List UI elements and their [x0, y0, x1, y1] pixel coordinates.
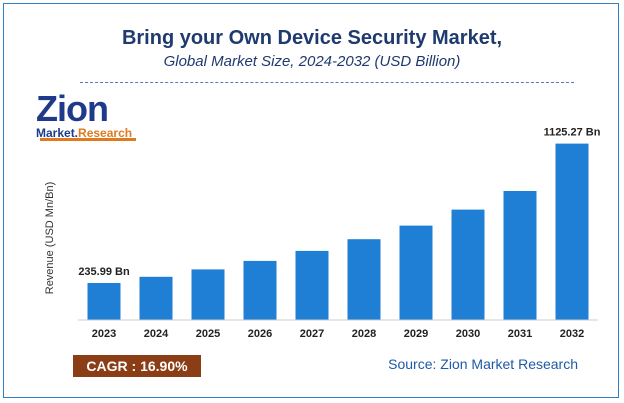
logo-subtitle: Market.Research [36, 126, 132, 140]
x-tick-label: 2029 [404, 328, 428, 340]
source-text: Source: Zion Market Research [388, 356, 578, 372]
title-divider [80, 82, 574, 83]
chart-subtitle: Global Market Size, 2024-2032 (USD Billi… [163, 53, 461, 70]
bar-2031 [503, 191, 537, 320]
bar-2025 [191, 269, 225, 320]
bars-group [87, 143, 589, 320]
data-label: 1125.27 Bn [544, 127, 601, 139]
logo-word: Zion [36, 88, 109, 129]
logo-swoosh [40, 138, 136, 141]
chart-frame [3, 3, 619, 398]
x-tick-label: 2025 [196, 328, 220, 340]
bar-2028 [347, 239, 381, 320]
data-labels: 235.99 Bn 1125.27 Bn [78, 127, 600, 278]
x-tick-label: 2026 [248, 328, 272, 340]
bar-2027 [295, 250, 329, 320]
zion-logo: Zion Market.Research [36, 88, 142, 146]
data-label: 235.99 Bn [78, 266, 130, 278]
bar-2023 [87, 283, 121, 320]
x-tick-label: 2032 [560, 328, 584, 340]
bar-2026 [243, 260, 277, 320]
x-tick-label: 2030 [456, 328, 480, 340]
x-tick-label: 2031 [508, 328, 532, 340]
x-tick-label: 2023 [92, 328, 116, 340]
bar-2029 [399, 225, 433, 320]
bar-2032 [555, 143, 589, 320]
bar-2024 [139, 276, 173, 320]
x-tick-label: 2027 [300, 328, 324, 340]
x-tick-labels: 2023 2024 2025 2026 2027 2028 2029 2030 2031 2032 [92, 328, 584, 340]
chart-title: Bring your Own Device Security Market, [121, 27, 503, 49]
cagr-badge: CAGR : 16.90% [73, 355, 201, 377]
x-tick-label: 2028 [352, 328, 376, 340]
logo-sub-research: Research [78, 126, 133, 140]
logo-sub-market: Market. [36, 126, 79, 140]
x-tick-label: 2024 [144, 328, 169, 340]
bar-2030 [451, 209, 485, 320]
